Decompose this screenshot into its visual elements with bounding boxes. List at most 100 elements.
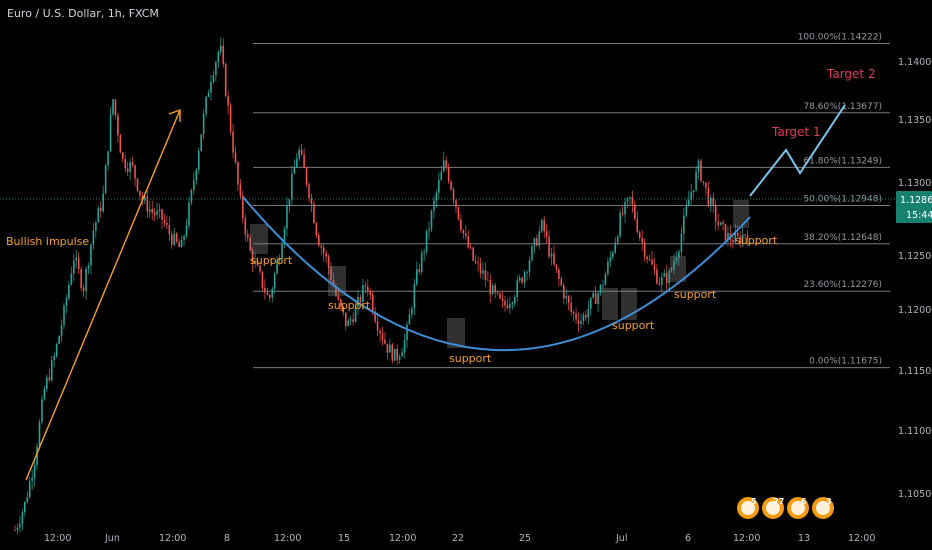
candle-body bbox=[261, 271, 264, 288]
candle-body bbox=[303, 154, 305, 169]
support-label: support bbox=[250, 254, 293, 267]
fib-level-label: 0.00%(1.11675) bbox=[809, 357, 882, 367]
candle-body bbox=[616, 236, 619, 243]
candle-body bbox=[175, 233, 178, 242]
candle-body bbox=[320, 245, 323, 248]
price-tick: 1.11500 bbox=[898, 366, 932, 377]
candle-body bbox=[594, 293, 597, 304]
candle-body bbox=[139, 190, 141, 196]
projected-path[interactable] bbox=[749, 104, 846, 197]
candle-body bbox=[580, 321, 582, 325]
candle-body bbox=[318, 235, 320, 246]
candle-body bbox=[501, 298, 504, 301]
fib-level-label: 38.20%(1.12648) bbox=[803, 233, 882, 243]
candle-body bbox=[102, 193, 104, 212]
candle-body bbox=[295, 158, 298, 168]
price-tick: 1.14000 bbox=[898, 57, 932, 68]
price-axis[interactable]: 1.14000 1.13500 1.13000 1.12500 1.12000 … bbox=[898, 57, 932, 500]
candle-body bbox=[727, 232, 729, 240]
candle-body bbox=[587, 308, 590, 318]
candle-body bbox=[188, 202, 190, 226]
candle-body bbox=[340, 299, 342, 307]
candle-body bbox=[455, 200, 457, 208]
candle-body bbox=[151, 209, 153, 213]
bullish-impulse-arrow[interactable] bbox=[25, 109, 181, 481]
candle-body bbox=[673, 261, 675, 269]
fibonacci-retracement[interactable]: 100.00%(1.14222)78.60%(1.13677)61.80%(1.… bbox=[253, 32, 890, 369]
candle-body bbox=[687, 199, 690, 207]
price-tick: 1.13000 bbox=[898, 178, 932, 189]
candle-body bbox=[445, 160, 447, 167]
candle-body bbox=[109, 114, 112, 152]
event-badge-count: 5 bbox=[751, 497, 757, 506]
time-tick: 25 bbox=[519, 533, 531, 544]
candle-body bbox=[386, 343, 389, 353]
candle-body bbox=[585, 314, 587, 318]
candle-body bbox=[335, 286, 337, 296]
rounded-bottom-curve[interactable] bbox=[242, 196, 751, 352]
candle-body bbox=[636, 218, 639, 233]
fib-level-label: 23.60%(1.12276) bbox=[803, 280, 882, 290]
candle-body bbox=[631, 197, 634, 205]
support-zone-box bbox=[621, 288, 637, 320]
candle-body bbox=[112, 99, 114, 115]
candle-body bbox=[283, 228, 286, 245]
candle-body bbox=[369, 291, 372, 295]
candle-body bbox=[479, 263, 482, 274]
candle-body bbox=[273, 273, 276, 289]
candle-body bbox=[28, 481, 31, 498]
candle-body bbox=[48, 377, 51, 381]
candle-body bbox=[166, 222, 168, 225]
candle-body bbox=[668, 270, 670, 284]
candle-body bbox=[352, 319, 354, 322]
time-tick: Jun bbox=[104, 533, 120, 544]
economic-event-badges[interactable]: 5 27 6 3 bbox=[737, 497, 834, 519]
target-1-label: Target 1 bbox=[771, 125, 821, 139]
candle-body bbox=[744, 234, 746, 236]
event-badge[interactable]: 3 bbox=[812, 497, 834, 519]
candle-body bbox=[364, 285, 367, 287]
candle-body bbox=[266, 292, 269, 295]
candle-body bbox=[389, 344, 391, 353]
candle-body bbox=[193, 180, 195, 191]
time-axis[interactable]: 12:00 Jun 12:00 8 12:00 15 12:00 22 25 J… bbox=[44, 533, 875, 544]
event-badge[interactable]: 5 bbox=[737, 497, 759, 519]
candle-body bbox=[656, 269, 658, 284]
event-badge-count: 3 bbox=[826, 497, 832, 506]
candle-body bbox=[220, 45, 222, 53]
time-tick: 12:00 bbox=[733, 533, 760, 544]
candle-body bbox=[499, 293, 501, 299]
candle-body bbox=[558, 269, 560, 279]
fib-level-label: 50.00%(1.12948) bbox=[803, 195, 882, 205]
time-tick: 12:00 bbox=[848, 533, 875, 544]
candle-body bbox=[563, 285, 565, 299]
candle-body bbox=[521, 277, 523, 283]
last-price-value: 1.12865 bbox=[900, 195, 932, 206]
candle-body bbox=[325, 253, 327, 257]
candle-body bbox=[256, 260, 259, 266]
candle-body bbox=[178, 241, 180, 248]
candle-body bbox=[719, 222, 722, 226]
candle-body bbox=[695, 171, 697, 191]
candle-body bbox=[87, 265, 90, 269]
candle-body bbox=[31, 477, 33, 482]
candle-body bbox=[322, 247, 325, 254]
candle-body bbox=[117, 115, 119, 136]
candle-body bbox=[349, 319, 352, 321]
candle-body bbox=[575, 313, 577, 320]
candle-body bbox=[136, 178, 139, 191]
time-tick: 12:00 bbox=[44, 533, 71, 544]
flag-inner-icon bbox=[766, 501, 780, 515]
candle-body bbox=[183, 235, 185, 240]
event-badge[interactable]: 6 bbox=[787, 497, 809, 519]
candle-body bbox=[212, 75, 215, 82]
candle-body bbox=[460, 219, 462, 231]
candle-body bbox=[433, 200, 435, 211]
candle-body bbox=[509, 304, 511, 309]
candle-body bbox=[528, 260, 531, 273]
candle-body bbox=[300, 149, 303, 155]
event-badge[interactable]: 27 bbox=[762, 497, 784, 519]
candle-body bbox=[648, 259, 651, 261]
candle-body bbox=[533, 238, 536, 247]
